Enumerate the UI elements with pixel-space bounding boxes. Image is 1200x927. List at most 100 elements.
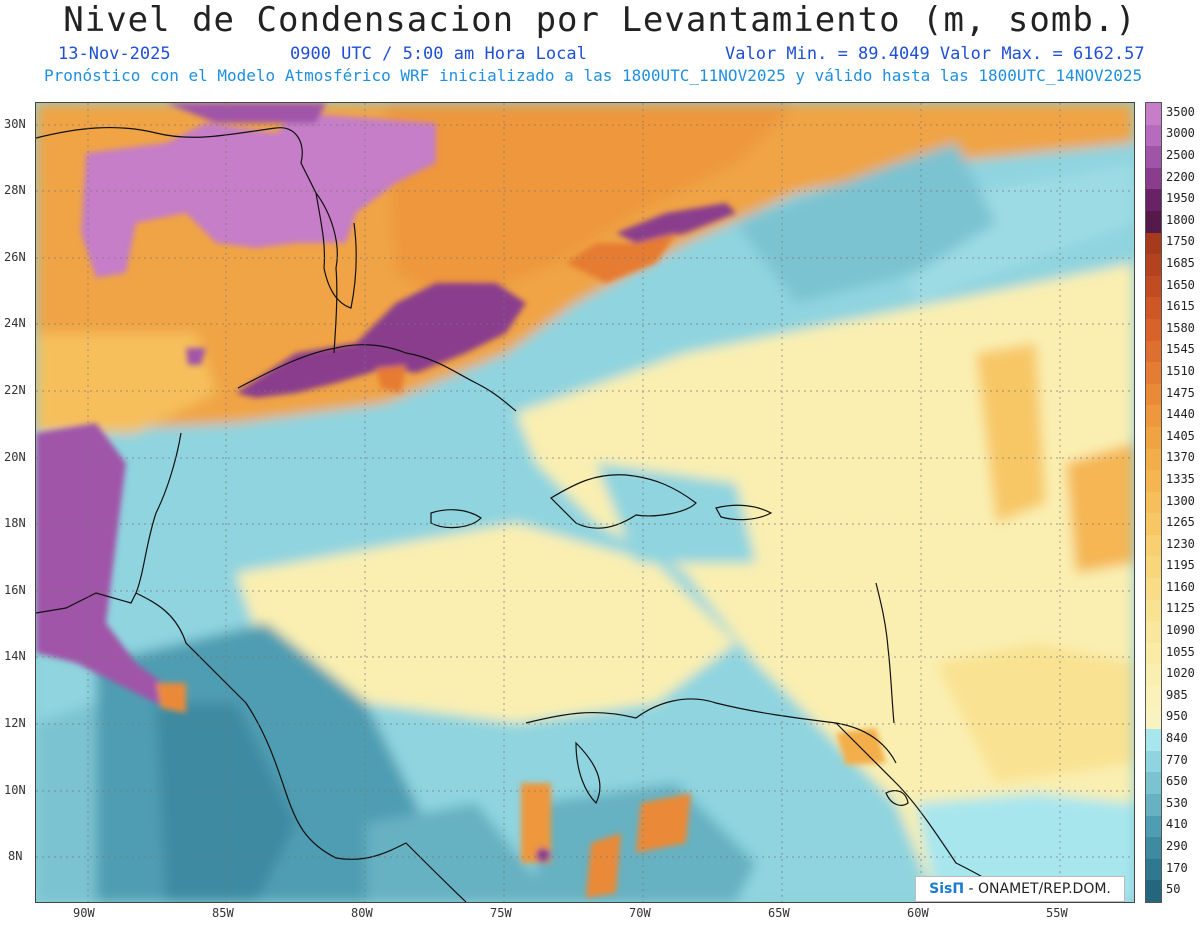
colorbar-label: 1615: [1166, 299, 1195, 314]
colorbar-segment: [1146, 124, 1161, 147]
colorbar-label: 1440: [1166, 407, 1195, 422]
colorbar-label: 1195: [1166, 558, 1195, 573]
colorbar-segment: [1146, 815, 1161, 838]
colorbar-label: 1800: [1166, 212, 1195, 227]
colorbar-segment: [1146, 621, 1161, 643]
lon-label-60w: 60W: [907, 906, 929, 920]
colorbar-segment: [1146, 491, 1161, 514]
colorbar-label: 1020: [1166, 666, 1195, 681]
colorbar-label: 840: [1166, 731, 1188, 746]
colorbar-label: 410: [1166, 817, 1188, 832]
lat-label-18n: 18N: [4, 516, 26, 530]
colorbar-label: 1230: [1166, 536, 1195, 551]
valid-date: 13-Nov-2025: [58, 44, 171, 64]
map-title: Nivel de Condensacion por Levantamiento …: [63, 0, 1137, 40]
colorbar-segment: [1146, 448, 1161, 471]
colorbar-segment: [1146, 534, 1161, 557]
colorbar-label: 2500: [1166, 147, 1195, 162]
colorbar-label: 650: [1166, 774, 1188, 789]
colorbar-label: 1160: [1166, 579, 1195, 594]
lon-label-55w: 55W: [1046, 906, 1068, 920]
colorbar-label: 290: [1166, 839, 1188, 853]
colorbar-label: 50: [1166, 882, 1181, 897]
credit-brand: SisΠ: [929, 881, 965, 897]
lat-label-26n: 26N: [4, 250, 26, 264]
colorbar-label: 1510: [1166, 363, 1195, 378]
colorbar-segment: [1146, 189, 1161, 211]
map-svg: [36, 103, 1134, 902]
colorbar-segment: [1146, 686, 1161, 708]
colorbar-segment: [1146, 254, 1161, 276]
colorbar-segment: [1146, 340, 1161, 363]
colorbar-segment: [1146, 103, 1161, 125]
colorbar-segment: [1146, 750, 1161, 773]
colorbar-segment: [1146, 210, 1161, 233]
colorbar-segment: [1146, 556, 1161, 579]
lat-label-8n: 8N: [8, 849, 23, 863]
lat-label-30n: 30N: [4, 117, 26, 131]
colorbar-segment: [1146, 167, 1161, 190]
colorbar-segment: [1146, 794, 1161, 816]
lat-label-28n: 28N: [4, 183, 26, 197]
colorbar-label: 1370: [1166, 450, 1195, 465]
lat-label-16n: 16N: [4, 583, 26, 597]
colorbar-label: 985: [1166, 687, 1188, 702]
colorbar-segment: [1146, 880, 1161, 902]
colorbar-segment: [1146, 858, 1161, 881]
colorbar-segment: [1146, 642, 1161, 665]
colorbar-label: 530: [1166, 795, 1188, 810]
colorbar-label: 1475: [1166, 385, 1195, 400]
colorbar: [1145, 102, 1162, 903]
colorbar-label: 950: [1166, 709, 1188, 724]
colorbar-segment: [1146, 405, 1161, 427]
colorbar-segment: [1146, 837, 1161, 859]
lon-label-90w: 90W: [73, 906, 95, 920]
colorbar-label: 1090: [1166, 623, 1195, 638]
colorbar-label: 1265: [1166, 515, 1195, 530]
lon-label-75w: 75W: [490, 906, 512, 920]
lat-label-20n: 20N: [4, 450, 26, 464]
colorbar-segment: [1146, 297, 1161, 319]
forecast-info: Pronóstico con el Modelo Atmosférico WRF…: [44, 66, 1143, 85]
colorbar-segment: [1146, 146, 1161, 168]
colorbar-segment: [1146, 275, 1161, 298]
colorbar-segment: [1146, 664, 1161, 687]
colorbar-segment: [1146, 772, 1161, 794]
colorbar-segment: [1146, 470, 1161, 492]
colorbar-segment: [1146, 513, 1161, 535]
colorbar-segment: [1146, 707, 1161, 730]
colorbar-label: 3500: [1166, 104, 1195, 119]
colorbar-label: 1650: [1166, 277, 1195, 292]
colorbar-segment: [1146, 232, 1161, 255]
colorbar-label: 170: [1166, 860, 1188, 875]
colorbar-label: 1950: [1166, 191, 1195, 206]
colorbar-segment: [1146, 318, 1161, 341]
colorbar-label: 3000: [1166, 126, 1195, 141]
colorbar-label: 2200: [1166, 169, 1195, 184]
lat-label-22n: 22N: [4, 383, 26, 397]
colorbar-segment: [1146, 426, 1161, 449]
lon-label-80w: 80W: [351, 906, 373, 920]
lat-label-10n: 10N: [4, 783, 26, 797]
colorbar-label: 1055: [1166, 644, 1195, 659]
colorbar-label: 770: [1166, 752, 1188, 767]
colorbar-label: 1580: [1166, 320, 1195, 335]
colorbar-label: 1405: [1166, 428, 1195, 443]
colorbar-label: 1685: [1166, 255, 1195, 270]
colorbar-segment: [1146, 729, 1161, 751]
colorbar-label: 1125: [1166, 601, 1195, 616]
colorbar-label: 1300: [1166, 493, 1195, 508]
min-max-values: Valor Min. = 89.4049 Valor Max. = 6162.5…: [725, 44, 1145, 64]
lcl-map: [35, 102, 1135, 903]
colorbar-label: 1750: [1166, 234, 1195, 249]
credit-badge: SisΠ - ONAMET/REP.DOM.: [915, 876, 1125, 902]
colorbar-segment: [1146, 383, 1161, 406]
valid-time: 0900 UTC / 5:00 am Hora Local: [290, 44, 587, 64]
lat-label-12n: 12N: [4, 716, 26, 730]
colorbar-label: 1545: [1166, 342, 1195, 357]
lon-label-85w: 85W: [212, 906, 234, 920]
colorbar-segment: [1146, 599, 1161, 622]
colorbar-segment: [1146, 578, 1161, 600]
lat-label-14n: 14N: [4, 649, 26, 663]
lat-label-24n: 24N: [4, 316, 26, 330]
